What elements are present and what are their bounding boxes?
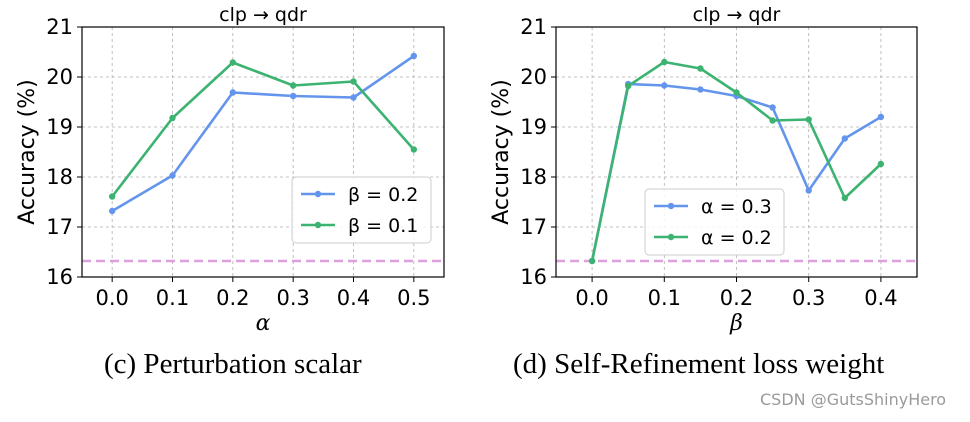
legend-label-2: β = 0.1 <box>348 215 418 237</box>
data-point <box>625 82 632 90</box>
y-tick-label: 19 <box>520 115 547 139</box>
x-tick-label: 0.0 <box>95 286 128 310</box>
data-point <box>805 116 812 123</box>
y-axis-label: Accuracy (%) <box>15 79 40 225</box>
data-point <box>289 82 297 89</box>
legend-label-2: α = 0.2 <box>701 227 772 249</box>
caption-c: (c) Perturbation scalar <box>104 348 362 380</box>
data-point <box>697 86 704 93</box>
legend-marker <box>667 233 675 241</box>
y-tick-label: 18 <box>520 165 547 189</box>
data-point <box>289 92 297 100</box>
legend-label-1: β = 0.2 <box>348 184 418 206</box>
data-point <box>108 207 116 215</box>
data-point <box>841 194 848 202</box>
data-point <box>169 114 176 122</box>
data-point <box>229 89 237 96</box>
y-tick-label: 17 <box>520 215 547 239</box>
watermark: CSDN @GutsShinyHero <box>760 390 947 409</box>
data-point <box>733 89 740 96</box>
x-tick-label: 0.0 <box>575 286 608 310</box>
plot-frame <box>81 26 445 278</box>
y-tick-label: 17 <box>46 215 73 239</box>
legend-marker <box>667 202 675 210</box>
data-point <box>350 78 357 85</box>
legend-marker <box>314 221 322 229</box>
y-tick-label: 21 <box>520 15 547 39</box>
y-tick-label: 19 <box>46 115 73 139</box>
series-line-1 <box>111 54 415 213</box>
y-tick-label: 20 <box>46 65 73 89</box>
x-tick-label: 0.1 <box>648 286 681 310</box>
data-point <box>877 160 885 168</box>
x-tick-label: 0.3 <box>792 286 825 310</box>
chart-c: 16 17 18 19 20 21 0.0 0.1 0.2 0.3 0.4 0.5 clp → qdr α… <box>15 4 445 336</box>
y-axis-label: Accuracy (%) <box>489 79 514 225</box>
y-tick-label: 18 <box>46 165 73 189</box>
y-tick-label: 20 <box>520 65 547 89</box>
data-point <box>350 94 357 101</box>
data-point <box>697 65 704 72</box>
data-point <box>805 187 812 194</box>
x-tick-label: 0.2 <box>720 286 753 310</box>
chart-d: 16 17 18 19 20 21 0.0 0.1 0.2 0.3 0.4 clp → qdr β Acc… <box>489 4 918 336</box>
data-point <box>769 104 776 111</box>
x-axis-label: β <box>729 311 743 336</box>
x-tick-label: 0.2 <box>216 286 249 310</box>
x-axis-label: α <box>256 311 271 336</box>
chart-title: clp → qdr <box>693 4 781 26</box>
y-tick-label: 21 <box>46 15 73 39</box>
legend-label-1: α = 0.3 <box>701 196 772 218</box>
data-point <box>661 82 668 89</box>
series-line-2 <box>111 61 415 198</box>
data-point <box>661 58 668 66</box>
x-tick-label: 0.3 <box>276 286 309 310</box>
data-point <box>229 59 237 66</box>
legend-marker <box>314 190 322 198</box>
x-tick-label: 0.4 <box>864 286 897 310</box>
y-tick-label: 16 <box>46 265 73 289</box>
data-point <box>588 257 596 265</box>
data-point <box>410 146 418 153</box>
x-tick-label: 0.1 <box>156 286 189 310</box>
data-point <box>108 193 116 200</box>
data-point <box>841 135 848 142</box>
chart-title: clp → qdr <box>219 4 307 26</box>
x-tick-label: 0.4 <box>337 286 370 310</box>
data-point <box>877 113 885 121</box>
data-point <box>169 172 176 179</box>
x-tick-label: 0.5 <box>397 286 430 310</box>
data-point <box>410 52 418 60</box>
caption-d: (d) Self-Refinement loss weight <box>513 348 885 380</box>
data-point <box>769 117 776 124</box>
y-tick-label: 16 <box>520 265 547 289</box>
